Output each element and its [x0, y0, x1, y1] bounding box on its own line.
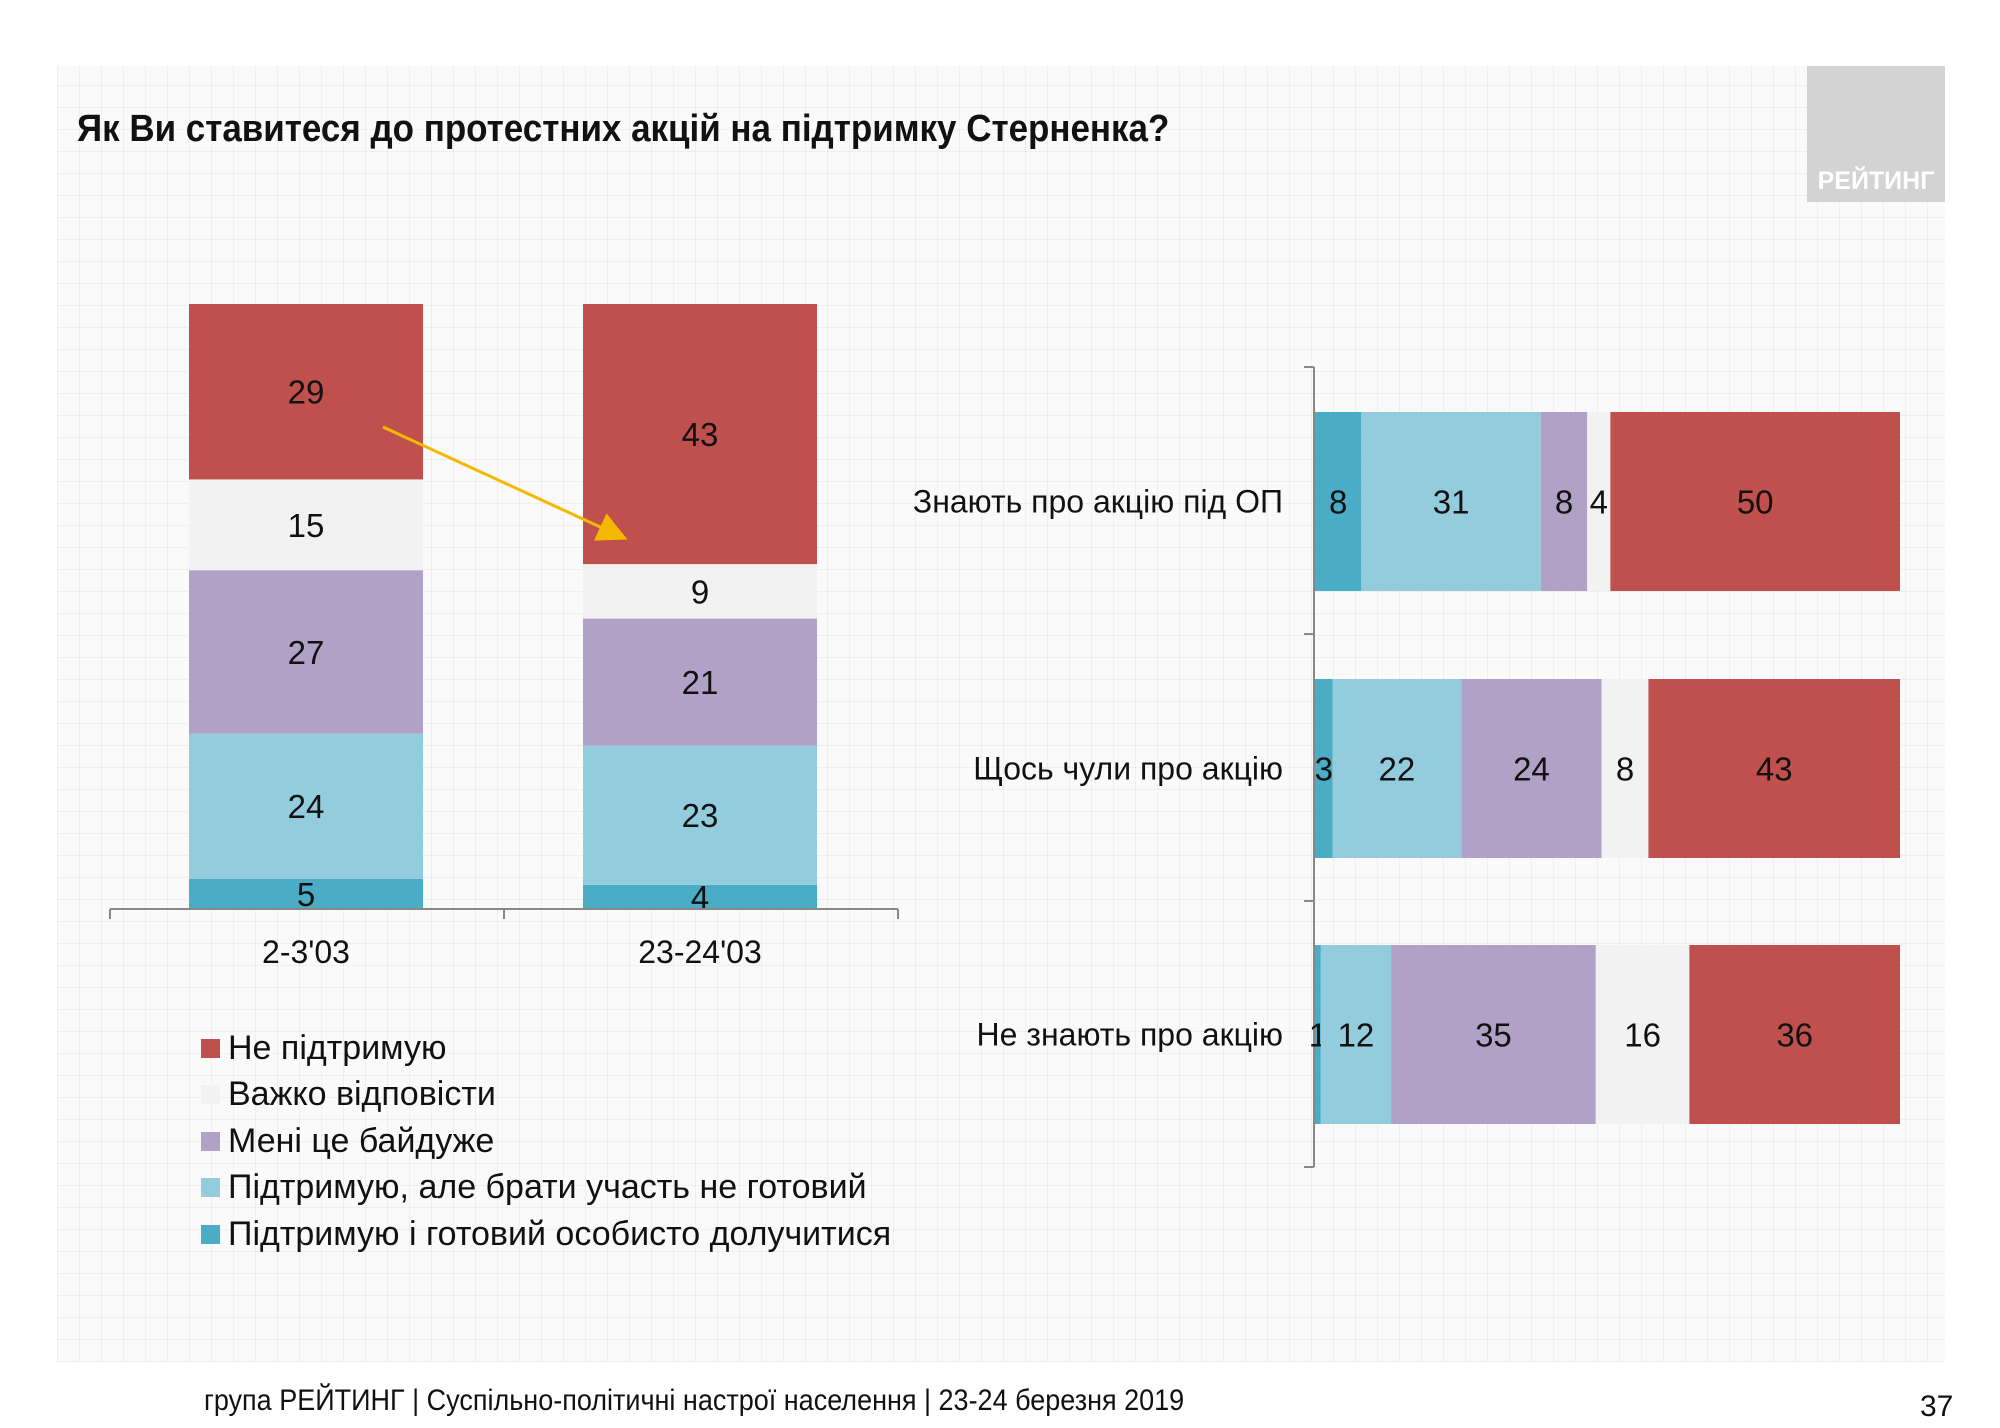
bar-segment	[1648, 679, 1900, 858]
bar-segment	[189, 878, 423, 909]
data-label: 12	[1338, 1017, 1375, 1054]
bar-segment	[1315, 679, 1333, 858]
bar-segment	[189, 570, 423, 734]
legend-label: Підтримую і готовий особисто долучитися	[228, 1214, 892, 1253]
data-label: 36	[1776, 1017, 1813, 1054]
bar-segment	[1689, 945, 1900, 1124]
bar-segment	[1361, 412, 1541, 591]
legend-item: Підтримую і готовий особисто долучитися	[201, 1211, 891, 1258]
bar-segment	[1461, 679, 1602, 858]
data-label: 35	[1475, 1017, 1512, 1054]
bar-segment	[189, 733, 423, 879]
data-label: 9	[691, 573, 709, 610]
data-label: 29	[288, 374, 325, 411]
x-tick-label: 23-24'03	[638, 934, 762, 970]
data-label: 50	[1737, 484, 1774, 521]
data-label: 5	[297, 876, 315, 913]
legend-label: Підтримую, але брати участь не готовий	[228, 1168, 867, 1207]
legend-label: Не підтримую	[228, 1028, 447, 1067]
data-label: 4	[691, 879, 709, 916]
data-label: 27	[288, 634, 325, 671]
data-label: 21	[682, 664, 719, 701]
footer: група РЕЙТИНГ | Суспільно-політичні наст…	[204, 1384, 1185, 1417]
data-label: 8	[1616, 751, 1634, 788]
legend-item: Важко відповісти	[201, 1072, 891, 1119]
bar-segment	[1320, 945, 1392, 1124]
legend-swatch	[201, 1038, 220, 1058]
legend-item: Не підтримую	[201, 1025, 891, 1072]
data-label: 15	[288, 507, 325, 544]
bar-segment	[189, 304, 423, 480]
legend-label: Важко відповісти	[228, 1075, 496, 1114]
page-title: Як Ви ставитеся до протестних акцій на п…	[77, 108, 1170, 150]
data-label: 8	[1329, 484, 1347, 521]
data-label: 22	[1379, 751, 1416, 788]
data-label: 16	[1624, 1017, 1661, 1054]
legend-swatch	[201, 1224, 220, 1244]
bar-segment	[1595, 945, 1690, 1124]
bar-segment	[1587, 412, 1611, 591]
bar-segment	[1315, 945, 1321, 1124]
bar-segment	[583, 884, 817, 909]
legend-swatch	[201, 1131, 220, 1151]
trend-arrow	[382, 425, 628, 541]
category-label: Знають про акцію під ОП	[913, 484, 1283, 520]
legend-swatch	[201, 1085, 220, 1105]
bar-segment	[583, 618, 817, 746]
bar-segment	[583, 564, 817, 619]
logo: РЕЙТИНГ	[1807, 66, 1945, 202]
page-number: 37	[1920, 1390, 1954, 1423]
legend-swatch	[201, 1178, 220, 1198]
bar-segment	[583, 745, 817, 885]
bar-segment	[1391, 945, 1596, 1124]
data-label: 23	[682, 797, 719, 834]
data-label: 43	[682, 416, 719, 453]
bar-segment	[1610, 412, 1900, 591]
legend-item: Підтримую, але брати участь не готовий	[201, 1165, 891, 1212]
bar-segment	[1601, 679, 1649, 858]
bar-segment	[1332, 679, 1462, 858]
logo-text: РЕЙТИНГ	[1817, 167, 1935, 195]
data-label: 43	[1756, 751, 1793, 788]
data-label: 24	[288, 788, 325, 825]
data-label: 4	[1590, 484, 1608, 521]
data-label: 8	[1555, 484, 1573, 521]
data-label: 31	[1433, 484, 1470, 521]
legend-label: Мені це байдуже	[228, 1121, 495, 1160]
bar-segment	[1540, 412, 1588, 591]
data-label: 3	[1315, 751, 1333, 788]
bar-segment	[1315, 412, 1362, 591]
x-tick-label: 2-3'03	[262, 934, 350, 970]
legend: Не підтримую Важко відповісти Мені це байд…	[201, 1025, 891, 1258]
bar-segment	[189, 479, 423, 571]
data-label: 24	[1513, 751, 1550, 788]
category-label: Щось чули про акцію	[973, 751, 1283, 787]
legend-item: Мені це байдуже	[201, 1118, 891, 1165]
category-label: Не знають про акцію	[977, 1017, 1284, 1053]
